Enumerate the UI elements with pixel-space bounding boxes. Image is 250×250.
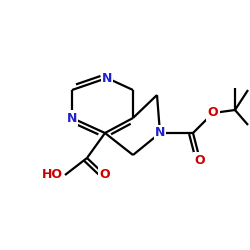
Text: HO: HO (42, 168, 63, 181)
Text: N: N (102, 72, 112, 85)
Text: N: N (155, 126, 165, 140)
Text: O: O (100, 168, 110, 181)
Text: N: N (67, 112, 77, 124)
Text: O: O (195, 154, 205, 166)
Text: O: O (208, 106, 218, 120)
